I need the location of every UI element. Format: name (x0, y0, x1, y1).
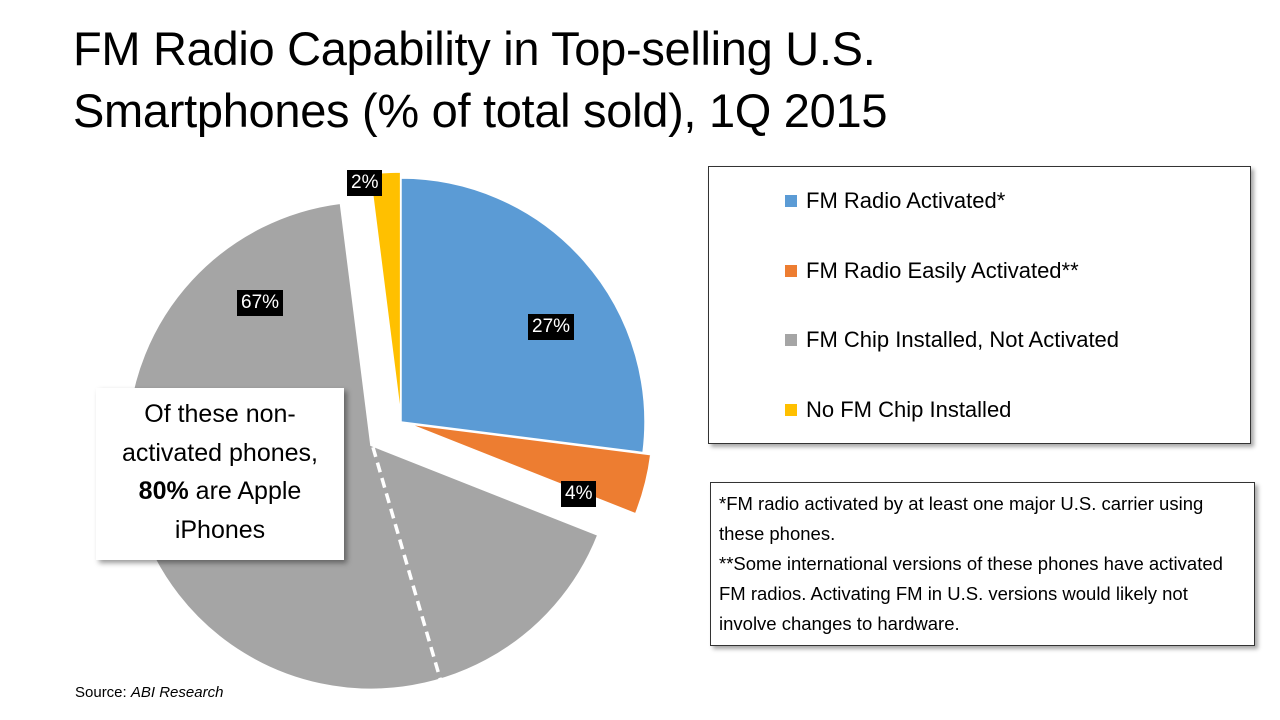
source-prefix: Source: (75, 684, 131, 701)
legend-label: FM Radio Activated* (806, 188, 1006, 213)
legend-item: FM Radio Activated* (785, 188, 1005, 214)
callout-box: Of these non-activated phones, 80% are A… (96, 388, 344, 560)
slice-not-activated (126, 202, 599, 690)
data-label-activated: 27% (528, 314, 575, 340)
legend-label: No FM Chip Installed (806, 397, 1012, 422)
legend-swatch (785, 404, 797, 416)
legend-label: FM Radio Easily Activated** (806, 258, 1079, 283)
iphone-share-divider (371, 446, 442, 680)
pie-chart (126, 171, 652, 690)
title-line-2: Smartphones (% of total sold), 1Q 2015 (73, 84, 888, 137)
legend: FM Radio Activated* FM Radio Easily Acti… (708, 166, 1251, 444)
source-line: Source: ABI Research (75, 684, 223, 701)
footnote-2: **Some international versions of these p… (719, 553, 1223, 634)
legend-swatch (785, 195, 797, 207)
legend-item: FM Radio Easily Activated** (785, 258, 1079, 284)
source-name: ABI Research (130, 684, 224, 701)
legend-label: FM Chip Installed, Not Activated (806, 327, 1120, 352)
data-label-easily-activated: 4% (561, 481, 597, 507)
callout-bold: 80% (138, 477, 189, 505)
chart-title: FM Radio Capability in Top-selling U.S. S… (73, 18, 887, 142)
callout-text-end: are Apple iPhones (174, 477, 302, 544)
slice-no-chip (369, 171, 402, 417)
callout-text: Of these non-activated phones, (122, 400, 318, 467)
legend-swatch (785, 265, 797, 277)
footnote-1: *FM radio activated by at least one majo… (719, 493, 1204, 544)
title-line-1: FM Radio Capability in Top-selling U.S. (73, 22, 876, 75)
legend-item: FM Chip Installed, Not Activated (785, 327, 1119, 353)
data-label-no-chip: 2% (347, 170, 383, 196)
data-label-not-activated: 67% (237, 290, 284, 316)
legend-item: No FM Chip Installed (785, 397, 1011, 423)
slice-activated (400, 177, 646, 454)
legend-swatch (785, 334, 797, 346)
footnotes-box: *FM radio activated by at least one majo… (710, 482, 1255, 646)
